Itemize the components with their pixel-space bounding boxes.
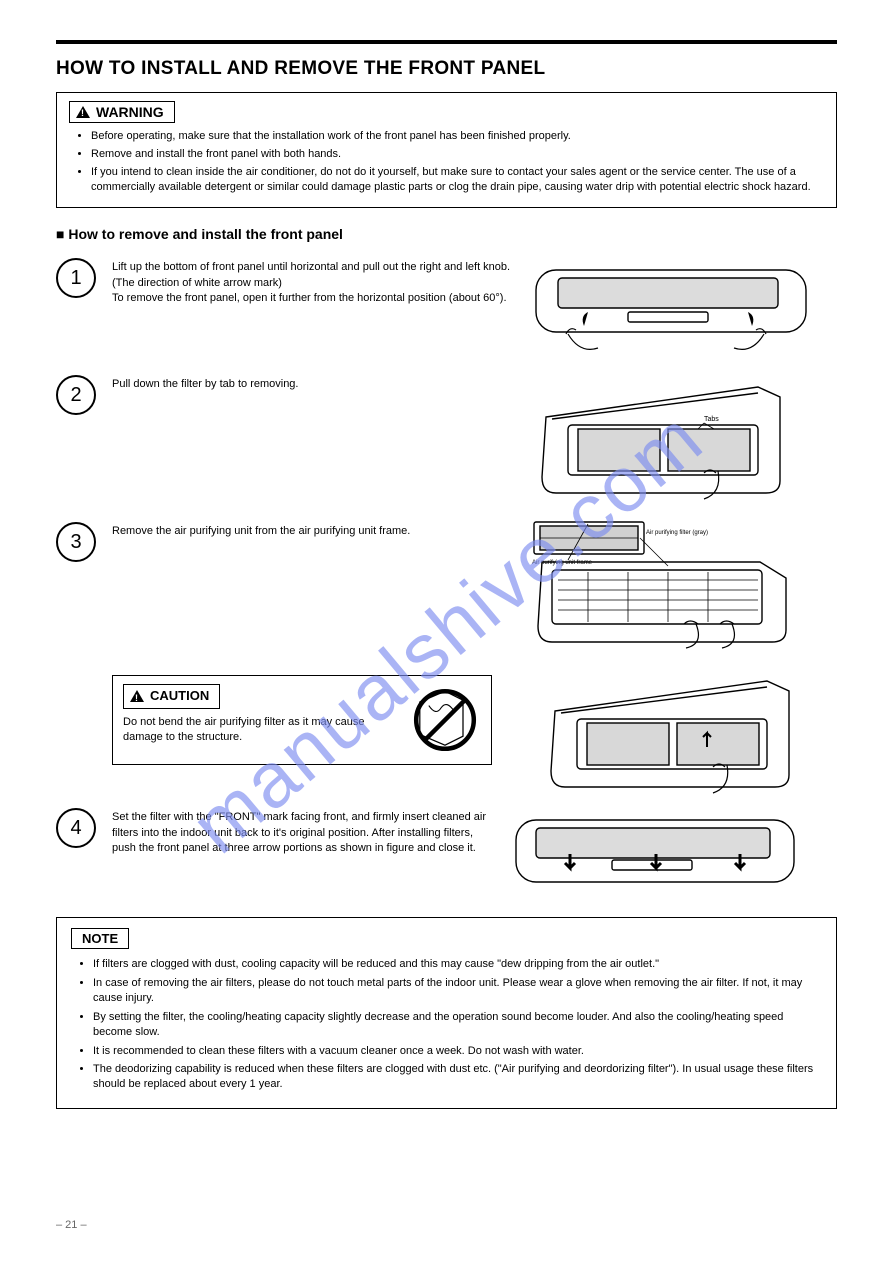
warning-label: WARNING [96,104,164,120]
steps-region: 1 Lift up the bottom of front panel unti… [56,256,837,899]
warning-list: Before operating, make sure that the ins… [91,129,824,194]
step-number-circle: 4 [56,808,96,848]
ac-unit-close-arrows-diagram [508,806,808,896]
note-box: NOTE If filters are clogged with dust, c… [56,917,837,1109]
step-row: 3 Remove the air purifying unit from the… [56,520,837,653]
step-illustration [537,667,837,800]
step-number-circle: 3 [56,522,96,562]
note-list: If filters are clogged with dust, coolin… [93,957,822,1092]
note-heading: NOTE [71,928,129,949]
note-item: By setting the filter, the cooling/heati… [93,1010,822,1040]
step-text: Lift up the bottom of front panel until … [112,256,512,306]
inset-row: CAUTION Do not bend the air purifying fi… [56,667,837,800]
warning-triangle-icon [76,106,90,118]
step-text: Pull down the filter by tab to removing. [112,373,512,392]
frame-label: Air purifying unit frame [532,560,593,566]
manual-page: HOW TO INSTALL AND REMOVE THE FRONT PANE… [0,0,893,1263]
step-row: 2 Pull down the filter by tab to removin… [56,373,837,506]
step-number-circle: 1 [56,258,96,298]
note-item: If filters are clogged with dust, coolin… [93,957,822,972]
caution-inset-box: CAUTION Do not bend the air purifying fi… [112,675,492,765]
step-row: 4 Set the filter with the "FRONT" mark f… [56,806,837,899]
top-rule [56,40,837,44]
caution-heading: CAUTION [123,684,220,708]
ac-unit-open-filter-diagram: Tabs [528,373,828,503]
note-item: The deodorizing capability is reduced wh… [93,1062,822,1092]
step-number-circle: 2 [56,375,96,415]
warning-item: Before operating, make sure that the ins… [91,129,824,144]
step-text: Remove the air purifying unit from the a… [112,520,512,539]
warning-box: WARNING Before operating, make sure that… [56,92,837,208]
caution-triangle-icon [130,690,144,702]
warning-heading: WARNING [69,101,175,123]
page-number: – 21 – [56,1219,87,1231]
page-title: HOW TO INSTALL AND REMOVE THE FRONT PANE… [56,58,837,80]
note-item: In case of removing the air filters, ple… [93,976,822,1006]
step-text: Set the filter with the "FRONT" mark fac… [112,806,492,856]
step-illustration: Tabs [528,373,828,506]
step-illustration [508,806,808,899]
warning-item: If you intend to clean inside the air co… [91,165,824,195]
section-heading: ■ How to remove and install the front pa… [56,226,837,242]
caution-text: Do not bend the air purifying filter as … [123,715,397,746]
step-row: 1 Lift up the bottom of front panel unti… [56,256,837,359]
tabs-label: Tabs [704,416,719,423]
ac-unit-purify-frame-diagram: Air purifying unit frame Air purifying f… [528,520,828,650]
note-item: It is recommended to clean these filters… [93,1044,822,1059]
prohibit-bend-icon [409,684,481,756]
filter-label: Air purifying filter (gray) [646,530,708,536]
step-illustration: Air purifying unit frame Air purifying f… [528,520,828,653]
caution-content: CAUTION Do not bend the air purifying fi… [123,684,397,745]
ac-unit-insert-filter-diagram [537,667,837,797]
warning-item: Remove and install the front panel with … [91,147,824,162]
step-illustration [528,256,828,359]
caution-label: CAUTION [150,687,209,705]
ac-unit-closed-diagram [528,256,828,356]
